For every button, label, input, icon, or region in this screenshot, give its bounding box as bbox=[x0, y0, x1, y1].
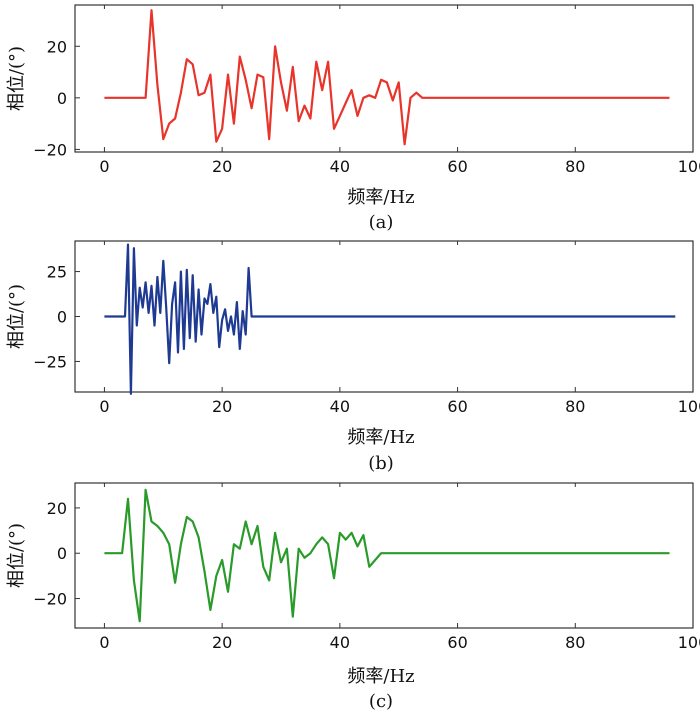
x-tick-label: 60 bbox=[447, 157, 467, 176]
y-tick-label: 0 bbox=[57, 308, 67, 327]
y-axis-title: 相位/(°) bbox=[6, 46, 27, 111]
x-axis-title: 频率/Hz bbox=[347, 187, 414, 208]
x-tick-label: 40 bbox=[330, 157, 350, 176]
panel-label: (a) bbox=[369, 212, 394, 233]
series-line-0 bbox=[104, 488, 670, 623]
x-tick-label: 80 bbox=[565, 157, 585, 176]
x-tick-label: 100 bbox=[678, 633, 700, 652]
plot-frame bbox=[74, 482, 694, 629]
chart-panel-2: 0 20 40 60 80 100 −20 0 20 相位/(°) 频率/Hz (c) bbox=[6, 482, 700, 712]
x-tick-label: 20 bbox=[212, 157, 232, 176]
x-tick-label: 80 bbox=[565, 397, 585, 416]
y-tick-label: 25 bbox=[47, 263, 67, 282]
y-tick-label: 0 bbox=[57, 544, 67, 563]
chart-panel-0: 0 20 40 60 80 100 −20 0 20 相位/(°) 频率/Hz (a) bbox=[6, 4, 700, 233]
x-tick-label: 0 bbox=[99, 157, 109, 176]
x-tick-label: 100 bbox=[678, 397, 700, 416]
y-tick-label: 20 bbox=[47, 499, 67, 518]
y-axis-title: 相位/(°) bbox=[6, 284, 27, 349]
chart-panel-1: 0 20 40 60 80 100 −25 0 25 相位/(°) 频率/Hz (b) bbox=[6, 240, 700, 474]
plot-frame bbox=[74, 4, 694, 153]
panel-label: (b) bbox=[368, 453, 394, 474]
x-tick-label: 20 bbox=[212, 633, 232, 652]
x-tick-label: 100 bbox=[678, 157, 700, 176]
series-line-0 bbox=[104, 243, 676, 395]
series-line-0 bbox=[104, 9, 670, 146]
x-tick-label: 60 bbox=[447, 397, 467, 416]
y-tick-label: −25 bbox=[33, 352, 67, 371]
x-tick-label: 60 bbox=[447, 633, 467, 652]
y-tick-label: 20 bbox=[47, 37, 67, 56]
x-tick-label: 0 bbox=[99, 397, 109, 416]
y-tick-label: 0 bbox=[57, 89, 67, 108]
x-axis-title: 频率/Hz bbox=[347, 427, 414, 448]
y-tick-label: −20 bbox=[33, 140, 67, 159]
x-tick-label: 40 bbox=[330, 397, 350, 416]
x-tick-label: 0 bbox=[99, 633, 109, 652]
y-axis-title: 相位/(°) bbox=[6, 523, 27, 588]
x-axis-title: 频率/Hz bbox=[347, 666, 414, 687]
y-tick-label: −20 bbox=[33, 590, 67, 609]
x-tick-label: 80 bbox=[565, 633, 585, 652]
x-tick-label: 40 bbox=[330, 633, 350, 652]
panel-label: (c) bbox=[369, 691, 393, 712]
x-tick-label: 20 bbox=[212, 397, 232, 416]
